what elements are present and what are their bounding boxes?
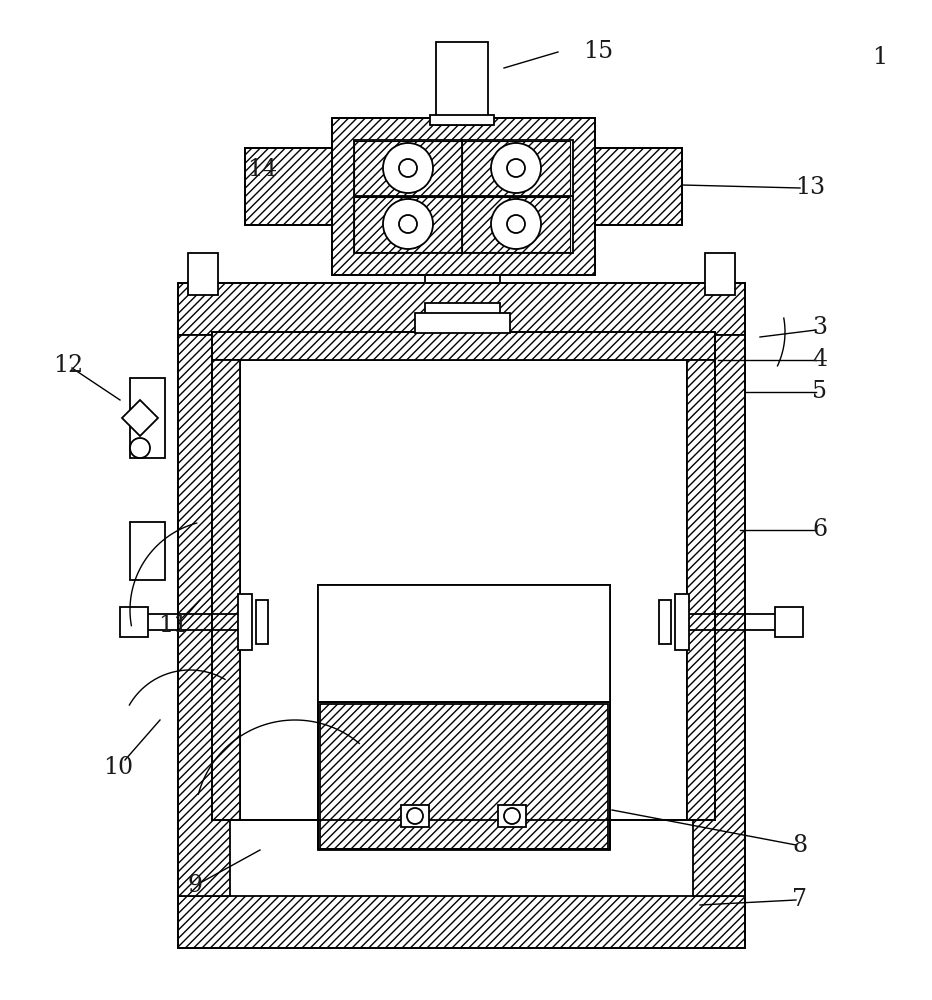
- Bar: [354, 140, 573, 253]
- Bar: [687, 360, 715, 820]
- Bar: [318, 702, 610, 849]
- Bar: [595, 148, 682, 225]
- Bar: [675, 594, 689, 650]
- Bar: [240, 360, 687, 820]
- Bar: [425, 303, 500, 317]
- Bar: [430, 115, 494, 125]
- Text: 4: 4: [813, 349, 828, 371]
- Text: 10: 10: [103, 756, 133, 780]
- Bar: [332, 118, 595, 275]
- Circle shape: [130, 438, 150, 458]
- Bar: [401, 805, 429, 827]
- Bar: [238, 594, 252, 650]
- Bar: [595, 148, 682, 225]
- Bar: [245, 148, 332, 225]
- Bar: [318, 585, 610, 702]
- Bar: [178, 896, 745, 948]
- Text: 13: 13: [795, 176, 825, 200]
- Bar: [178, 335, 230, 896]
- Text: 1: 1: [872, 46, 887, 70]
- Circle shape: [507, 215, 525, 233]
- Text: 15: 15: [582, 40, 613, 64]
- Bar: [354, 197, 462, 252]
- Bar: [415, 313, 510, 333]
- Bar: [256, 600, 268, 644]
- Bar: [178, 283, 745, 335]
- Bar: [120, 607, 148, 637]
- Circle shape: [504, 808, 520, 824]
- Bar: [188, 253, 218, 295]
- Text: 12: 12: [53, 354, 83, 376]
- Text: 11: 11: [158, 613, 188, 637]
- Circle shape: [407, 808, 423, 824]
- Circle shape: [383, 143, 433, 193]
- Text: 5: 5: [813, 380, 828, 403]
- Bar: [775, 607, 803, 637]
- Circle shape: [507, 159, 525, 177]
- Text: 8: 8: [792, 834, 807, 856]
- Text: 7: 7: [792, 888, 807, 912]
- Polygon shape: [122, 400, 158, 436]
- Circle shape: [383, 199, 433, 249]
- Text: 9: 9: [187, 874, 202, 896]
- Circle shape: [491, 143, 541, 193]
- Circle shape: [399, 159, 417, 177]
- Bar: [320, 704, 608, 849]
- Bar: [130, 522, 165, 580]
- Bar: [462, 141, 570, 196]
- Text: 3: 3: [813, 316, 828, 340]
- Circle shape: [491, 199, 541, 249]
- Bar: [212, 360, 240, 820]
- Text: 6: 6: [813, 518, 828, 542]
- Bar: [178, 283, 745, 948]
- Bar: [705, 253, 735, 295]
- Text: 14: 14: [247, 158, 277, 182]
- Bar: [354, 141, 462, 196]
- Bar: [332, 118, 595, 275]
- Bar: [130, 378, 165, 458]
- Bar: [659, 600, 671, 644]
- Bar: [693, 335, 745, 896]
- Circle shape: [399, 215, 417, 233]
- Bar: [436, 42, 488, 125]
- Bar: [212, 332, 715, 360]
- Bar: [245, 148, 332, 225]
- Bar: [212, 332, 715, 820]
- Bar: [498, 805, 526, 827]
- Bar: [462, 197, 570, 252]
- Bar: [318, 585, 610, 850]
- Bar: [425, 275, 500, 283]
